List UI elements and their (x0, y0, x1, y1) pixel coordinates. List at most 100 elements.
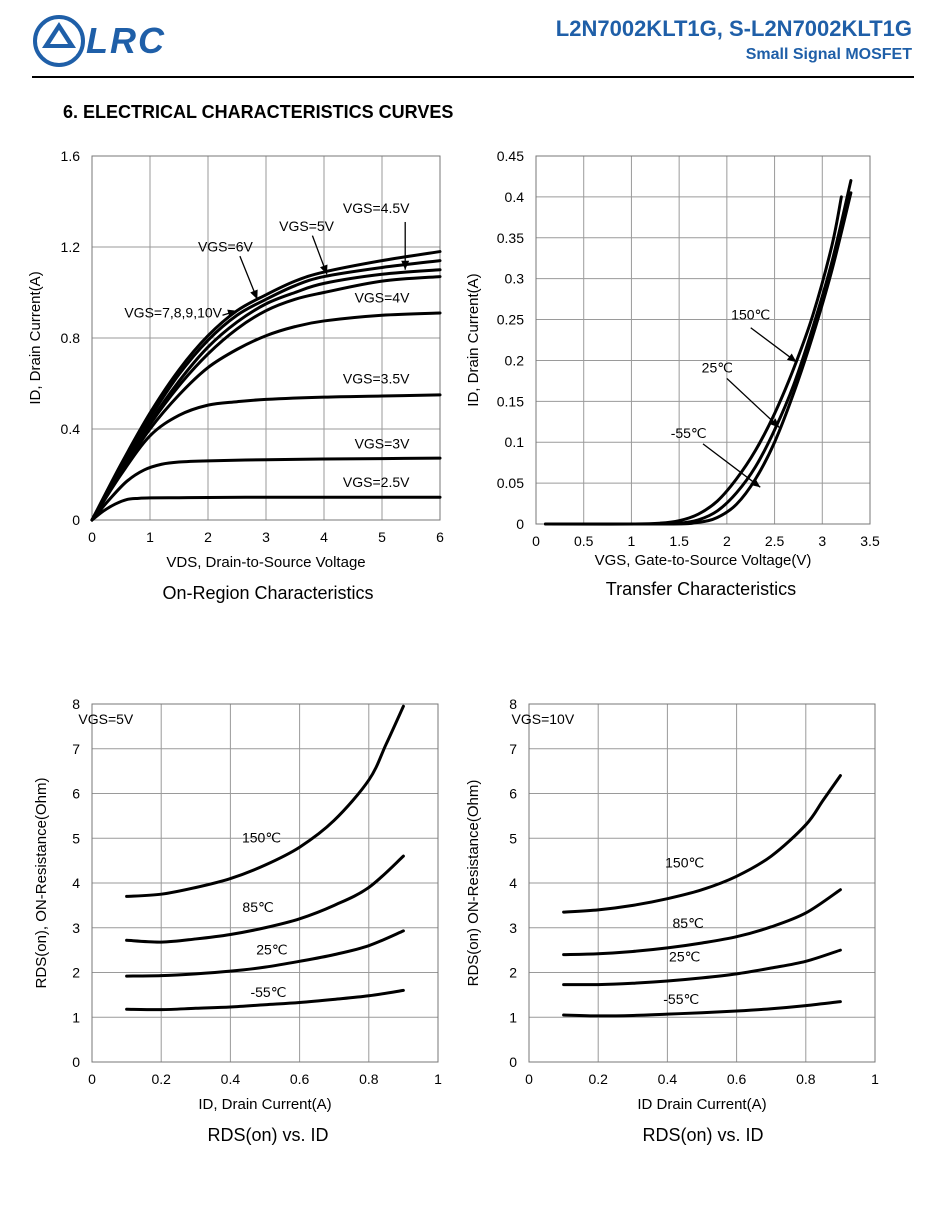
x-tick-label: 0.2 (151, 1071, 171, 1087)
series-annotation: -55℃ (671, 425, 707, 441)
x-tick-label: 0.8 (796, 1071, 816, 1087)
section-title: 6. ELECTRICAL CHARACTERISTICS CURVES (63, 102, 454, 122)
y-axis-label: ID, Drain Current(A) (27, 271, 44, 404)
series-annotation: VGS=4V (355, 290, 411, 306)
series-line-vgs-2-5v (90, 495, 442, 522)
series-annotation: VGS=3V (355, 435, 411, 451)
plot-frame (91, 155, 441, 521)
y-tick-label: 3 (72, 920, 80, 936)
series-annotation: -55℃ (663, 991, 699, 1007)
y-axis-label: ID, Drain Current(A) (465, 273, 482, 406)
x-tick-label: 1 (871, 1071, 879, 1087)
y-tick-label: 0 (516, 516, 524, 532)
series-line--55- (562, 1000, 842, 1018)
plot-frame (535, 155, 871, 525)
series-annotation: VGS=2.5V (343, 474, 410, 490)
series-annotation: -55℃ (250, 984, 286, 1000)
x-tick-label: 0.4 (221, 1071, 241, 1087)
x-tick-label: 0 (525, 1071, 533, 1087)
y-tick-label: 1.6 (61, 148, 81, 164)
y-tick-label: 8 (509, 696, 517, 712)
x-tick-label: 0.6 (727, 1071, 747, 1087)
x-tick-label: 2.5 (765, 533, 785, 549)
x-tick-label: 2 (204, 529, 212, 545)
series-line--55- (125, 988, 405, 1012)
x-tick-label: 4 (320, 529, 328, 545)
series-annotation: 25℃ (669, 948, 700, 964)
x-tick-label: 1.5 (669, 533, 689, 549)
x-tick-label: 3 (262, 529, 270, 545)
y-tick-label: 0 (509, 1054, 517, 1070)
y-tick-label: 0 (72, 512, 80, 528)
y-tick-label: 6 (509, 786, 517, 802)
annotation-arrow (702, 443, 761, 488)
annotation-arrowhead (227, 309, 237, 318)
series-annotation: VGS=5V (279, 218, 335, 234)
x-tick-label: 6 (436, 529, 444, 545)
y-tick-label: 0.35 (497, 230, 524, 246)
x-tick-label: 1 (628, 533, 636, 549)
x-tick-label: 1 (434, 1071, 442, 1087)
x-tick-label: 2 (723, 533, 731, 549)
series-line-25- (125, 929, 405, 978)
x-tick-label: 0.5 (574, 533, 594, 549)
y-tick-label: 7 (72, 741, 80, 757)
y-axis-label: RDS(on), ON-Resistance(Ohm) (33, 778, 50, 989)
x-tick-label: 0.2 (588, 1071, 608, 1087)
x-axis-label: ID Drain Current(A) (637, 1096, 766, 1113)
series-annotation: VGS=5V (78, 711, 134, 727)
annotation-arrowhead (770, 418, 780, 428)
x-tick-label: 0.8 (359, 1071, 379, 1087)
y-axis-label: RDS(on) ON-Resistance(Ohm) (465, 780, 482, 987)
y-tick-label: 0.45 (497, 148, 524, 164)
x-tick-label: 0 (532, 533, 540, 549)
y-tick-label: 3 (509, 920, 517, 936)
y-tick-label: 0.05 (497, 475, 524, 491)
y-tick-label: 4 (509, 875, 517, 891)
series-annotation: 150℃ (731, 307, 770, 323)
series-line-vgs-3v (90, 456, 442, 522)
series-line-vgs-3-5v (90, 393, 442, 522)
y-tick-label: 2 (509, 965, 517, 981)
series-line-25- (562, 948, 842, 987)
x-tick-label: 0 (88, 1071, 96, 1087)
y-tick-label: 0.1 (505, 434, 525, 450)
x-tick-label: 0 (88, 529, 96, 545)
chart-caption-rds-vgs5: RDS(on) vs. ID (207, 1125, 329, 1145)
series-annotation: 25℃ (256, 942, 287, 958)
series-annotation: VGS=10V (512, 711, 575, 727)
annotation-arrowhead (401, 260, 410, 270)
series-annotation: VGS=7,8,9,10V (124, 305, 222, 321)
y-tick-label: 2 (72, 965, 80, 981)
y-tick-label: 0.15 (497, 393, 524, 409)
y-tick-label: 0.3 (505, 271, 525, 287)
chart-caption-transfer: Transfer Characteristics (605, 579, 797, 599)
x-axis-label: ID, Drain Current(A) (198, 1096, 331, 1113)
logo-text: LRC (86, 20, 166, 61)
chart-caption-on-region: On-Region Characteristics (162, 583, 374, 603)
y-tick-label: 7 (509, 741, 517, 757)
series-annotation: 150℃ (242, 830, 281, 846)
y-tick-label: 1 (509, 1009, 517, 1025)
series-annotation: 85℃ (673, 915, 704, 931)
annotation-arrowhead (319, 264, 328, 275)
y-tick-label: 6 (72, 786, 80, 802)
y-tick-label: 0.8 (61, 330, 81, 346)
y-tick-label: 0 (72, 1054, 80, 1070)
y-tick-label: 4 (72, 875, 80, 891)
y-tick-label: 8 (72, 696, 80, 712)
annotation-arrowhead (250, 289, 258, 300)
series-line-150- (125, 704, 405, 898)
x-tick-label: 1 (146, 529, 154, 545)
y-tick-label: 5 (72, 830, 80, 846)
x-tick-label: 3 (818, 533, 826, 549)
annotation-arrow (726, 377, 780, 428)
annotation-arrowhead (750, 478, 761, 488)
series-annotation: VGS=4.5V (343, 200, 410, 216)
series-annotation: 150℃ (665, 854, 704, 870)
chart-caption-rds-vgs10: RDS(on) vs. ID (642, 1125, 764, 1145)
series-line-85- (562, 888, 842, 957)
